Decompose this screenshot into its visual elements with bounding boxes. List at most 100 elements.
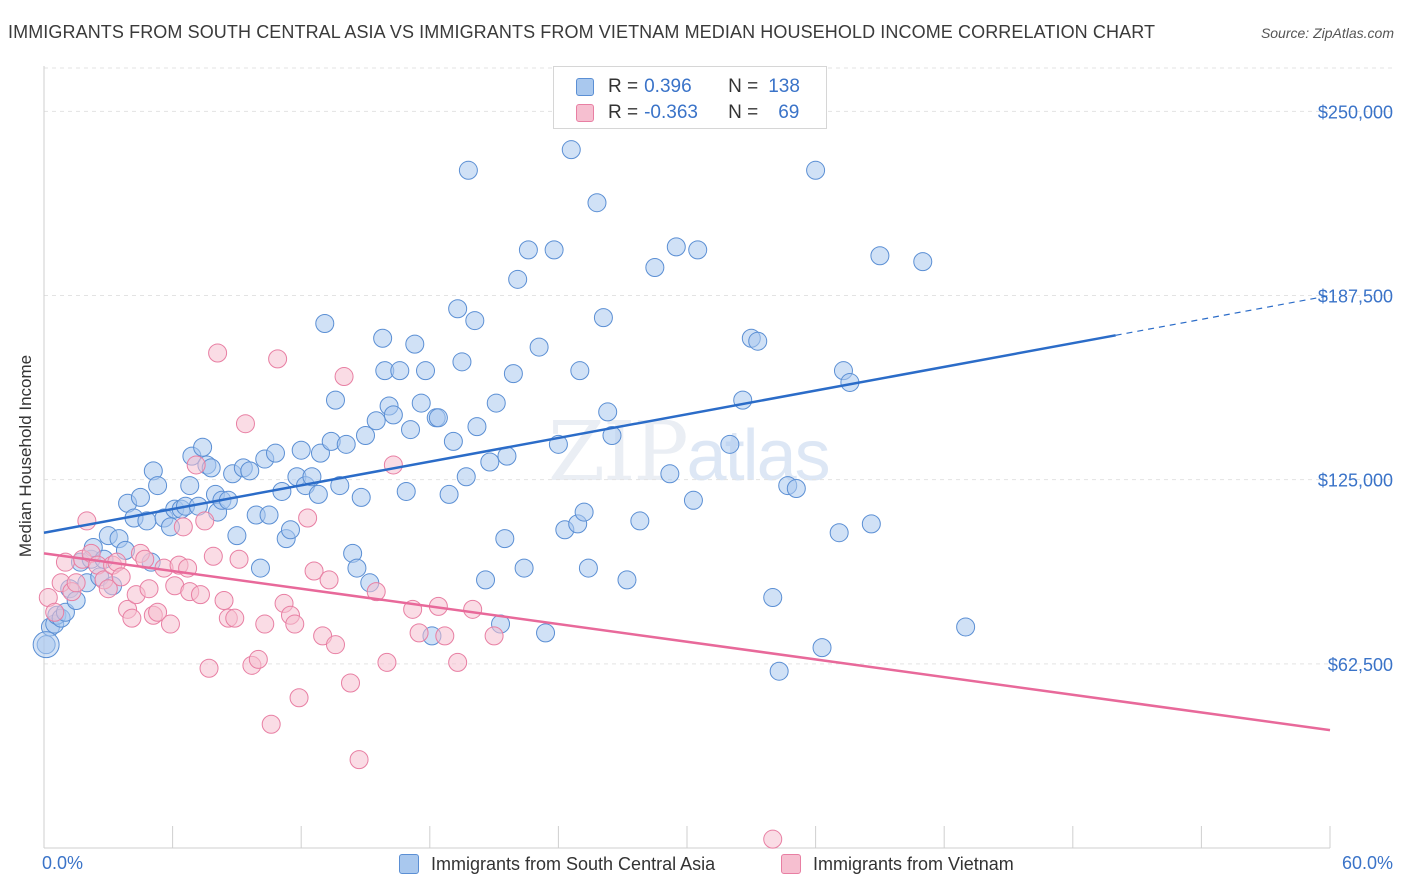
data-point-vietnam: [298, 508, 318, 528]
data-point-south-central-asia: [428, 408, 448, 428]
data-point-vietnam: [484, 626, 504, 646]
data-point-vietnam: [377, 652, 397, 672]
data-point-vietnam: [334, 367, 354, 387]
data-point-south-central-asia: [310, 443, 330, 463]
data-point-south-central-asia: [315, 314, 335, 334]
data-point-south-central-asia: [578, 558, 598, 578]
data-point-vietnam: [214, 590, 234, 610]
legend-r-label: R =: [608, 76, 639, 97]
data-point-south-central-asia: [325, 390, 345, 410]
legend-n-label: N =: [728, 102, 759, 123]
data-point-south-central-asia: [861, 514, 881, 534]
data-point-vietnam: [66, 573, 86, 593]
data-point-vietnam: [148, 602, 168, 622]
data-point-south-central-asia: [456, 467, 476, 487]
legend-item-vietnam: Immigrants from Vietnam: [781, 852, 1014, 876]
trend-line-vietnam: [43, 552, 1331, 732]
data-point-south-central-asia: [660, 464, 680, 484]
data-point-south-central-asia: [769, 661, 789, 681]
legend-n-value: 138: [768, 76, 800, 97]
watermark-atlas: atlas: [686, 416, 831, 496]
data-point-vietnam: [349, 750, 369, 770]
legend-n-label: N =: [728, 76, 759, 97]
data-point-south-central-asia: [448, 299, 468, 319]
watermark: ZIPatlas: [548, 405, 831, 500]
data-point-south-central-asia: [829, 523, 849, 543]
data-point-south-central-asia: [336, 434, 356, 454]
trend-line-south-central-asia: [43, 334, 1116, 534]
data-point-south-central-asia: [452, 352, 472, 372]
data-point-south-central-asia: [32, 631, 60, 659]
data-point-south-central-asia: [956, 617, 976, 637]
data-point-south-central-asia: [495, 529, 515, 549]
legend-swatch-blue: [576, 78, 594, 96]
trend-line-south-central-asia-extension: [1115, 294, 1331, 336]
legend-r-label: R =: [608, 102, 639, 123]
data-point-vietnam: [229, 549, 249, 569]
data-point-south-central-asia: [570, 361, 590, 381]
data-point-vietnam: [111, 567, 131, 587]
legend-label-south-central-asia: Immigrants from South Central Asia: [431, 853, 716, 874]
data-point-south-central-asia: [416, 361, 436, 381]
data-point-south-central-asia: [401, 420, 421, 440]
data-point-south-central-asia: [913, 252, 933, 272]
data-point-vietnam: [98, 579, 118, 599]
y-tick-label: $62,500: [1328, 655, 1393, 675]
legend-row-pink: R = -0.363 N = 69: [576, 100, 848, 126]
data-point-vietnam: [289, 688, 309, 708]
data-point-south-central-asia: [763, 588, 783, 608]
legend-r-value: -0.363: [644, 102, 698, 123]
data-point-south-central-asia: [598, 402, 618, 422]
data-point-south-central-asia: [302, 467, 322, 487]
legend-n-value: 69: [778, 102, 800, 123]
source-label: Source: ZipAtlas.com: [1260, 25, 1394, 41]
data-point-vietnam: [319, 570, 339, 590]
data-point-vietnam: [304, 561, 324, 581]
data-point-south-central-asia: [574, 502, 594, 522]
data-point-south-central-asia: [240, 461, 260, 481]
data-point-south-central-asia: [786, 479, 806, 499]
data-point-vietnam: [763, 829, 783, 849]
data-point-south-central-asia: [405, 334, 425, 354]
data-point-vietnam: [285, 614, 305, 634]
data-point-south-central-asia: [806, 160, 826, 180]
data-point-south-central-asia: [193, 437, 213, 457]
data-point-vietnam: [160, 614, 180, 634]
legend-label-vietnam: Immigrants from Vietnam: [813, 853, 1014, 874]
data-point-south-central-asia: [390, 361, 410, 381]
data-point-south-central-asia: [291, 440, 311, 460]
data-point-south-central-asia: [308, 484, 328, 504]
data-point-south-central-asia: [630, 511, 650, 531]
data-point-south-central-asia: [280, 520, 300, 540]
data-point-vietnam: [366, 582, 386, 602]
data-point-south-central-asia: [465, 311, 485, 331]
data-point-vietnam: [261, 714, 281, 734]
legend-swatch-pink: [576, 104, 594, 122]
legend-item-south-central-asia: Immigrants from South Central Asia: [399, 852, 715, 876]
data-point-south-central-asia: [503, 364, 523, 384]
data-point-vietnam: [448, 652, 468, 672]
legend-swatch-pink: [781, 854, 801, 874]
data-point-south-central-asia: [480, 452, 500, 472]
data-point-south-central-asia: [617, 570, 637, 590]
data-point-south-central-asia: [439, 484, 459, 504]
data-point-south-central-asia: [458, 160, 478, 180]
y-tick-label: $125,000: [1318, 471, 1393, 491]
data-point-south-central-asia: [870, 246, 890, 266]
data-point-vietnam: [235, 414, 255, 434]
y-tick-label: $250,000: [1318, 102, 1393, 122]
data-point-south-central-asia: [347, 558, 367, 578]
data-point-vietnam: [139, 579, 159, 599]
data-point-south-central-asia: [720, 434, 740, 454]
data-point-vietnam: [208, 343, 228, 363]
data-point-south-central-asia: [383, 405, 403, 425]
watermark-zip: ZIP: [548, 405, 689, 500]
data-point-vietnam: [203, 546, 223, 566]
data-point-south-central-asia: [748, 331, 768, 351]
data-point-south-central-asia: [508, 269, 528, 289]
data-point-south-central-asia: [265, 443, 285, 463]
legend-row-blue: R = 0.396 N = 138: [576, 74, 838, 100]
data-point-vietnam: [383, 455, 403, 475]
y-tick-label: $187,500: [1318, 287, 1393, 307]
data-point-south-central-asia: [356, 425, 375, 445]
